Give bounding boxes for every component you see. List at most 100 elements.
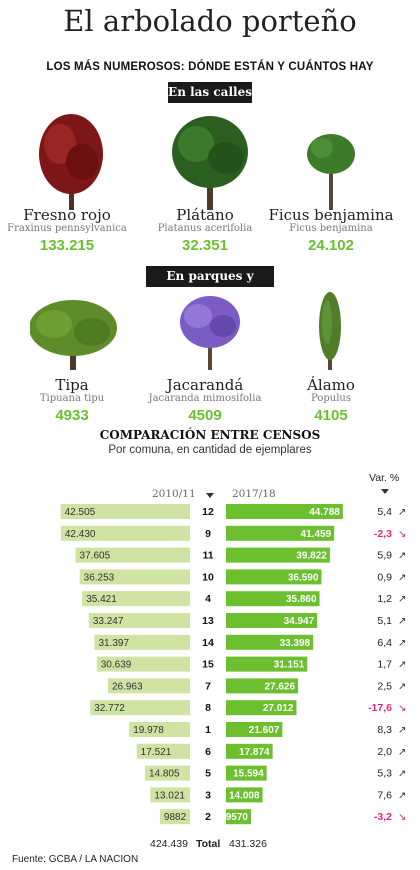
value-2017-comuna-1: 21.607: [249, 725, 280, 736]
up-arrow-icon: ↗: [398, 769, 406, 780]
down-arrow-icon: ↘: [398, 529, 406, 540]
street-tree-illustrations: [39, 114, 355, 210]
comuna-label-3: 3: [205, 789, 211, 801]
bar-2017-comuna-14: [226, 634, 314, 650]
bar-2017-comuna-7: [226, 678, 299, 694]
source-credit: Fuente: GCBA / LA NACION: [12, 854, 139, 865]
comuna-label-1: 1: [205, 724, 211, 736]
bar-2010-comuna-5: [144, 765, 190, 781]
bar-2010-comuna-8: [90, 700, 190, 716]
tree-name-6: Álamo: [307, 376, 355, 394]
value-2017-comuna-10: 36.590: [288, 572, 319, 583]
total-left: 424.439: [150, 838, 188, 850]
tree-scientific-5: Jacaranda mimosifolia: [148, 393, 262, 404]
value-2010-comuna-15: 30.639: [101, 660, 132, 671]
variation-comuna-6: 2,0: [377, 746, 392, 758]
variation-comuna-12: 5,4: [377, 506, 392, 518]
value-2010-comuna-6: 17.521: [141, 747, 172, 758]
variation-comuna-10: 0,9: [377, 571, 392, 583]
variation-comuna-11: 5,9: [377, 550, 392, 562]
bar-2017-comuna-12: [226, 504, 343, 519]
value-2017-comuna-12: 44.788: [309, 507, 340, 518]
tree-illustration-jacaranda: [180, 296, 240, 370]
value-2017-comuna-3: 14.008: [229, 790, 260, 801]
bar-2017-comuna-2: [226, 809, 251, 825]
bar-2010-comuna-13: [88, 613, 190, 628]
bar-2010-comuna-9: [60, 525, 190, 541]
value-2017-comuna-6: 17.874: [239, 747, 270, 758]
bar-2010-comuna-7: [107, 678, 190, 694]
bar-2017-comuna-3: [226, 787, 263, 803]
comuna-label-9: 9: [205, 528, 211, 540]
census-comparison-chart: 42.505 12 44.788 5,4 ↗42.430 9 41.459 -2,3 ↘37.6…: [60, 504, 406, 825]
bar-2010-comuna-15: [96, 656, 190, 672]
value-2010-comuna-8: 32.772: [94, 703, 125, 714]
tree-illustration-ficus: [307, 134, 355, 210]
variation-comuna-1: 8,3: [377, 724, 392, 736]
variation-comuna-8: -17,6: [368, 702, 392, 714]
variation-comuna-14: 6,4: [377, 637, 392, 649]
variation-comuna-5: 5,3: [377, 768, 392, 780]
bar-2017-comuna-11: [226, 547, 330, 563]
tree-name-5: Jacarandá: [166, 376, 244, 394]
value-2010-comuna-11: 37.605: [80, 551, 111, 562]
bar-2017-comuna-8: [226, 700, 297, 716]
tree-count-3: 24.102: [308, 237, 354, 254]
tree-name-3: Ficus benjamina: [268, 206, 394, 224]
bar-2010-comuna-4: [82, 591, 190, 607]
tree-scientific-6: Populus: [311, 393, 351, 404]
comuna-label-14: 14: [202, 637, 214, 649]
bar-2010-comuna-11: [75, 547, 190, 563]
bar-2017-comuna-15: [226, 656, 308, 672]
variation-comuna-4: 1,2: [377, 593, 392, 605]
comuna-label-13: 13: [202, 615, 214, 627]
bar-2010-comuna-3: [150, 787, 190, 803]
up-arrow-icon: ↗: [398, 551, 406, 562]
value-2010-comuna-12: 42.505: [65, 507, 96, 518]
comuna-label-15: 15: [202, 659, 214, 671]
value-2010-comuna-13: 33.247: [93, 616, 124, 627]
tree-count-1: 133.215: [39, 237, 95, 254]
bar-2017-comuna-4: [226, 591, 320, 607]
column-label-right: 2017/18: [232, 488, 276, 500]
page-subtitle: LOS MÁS NUMEROSOS: DÓNDE ESTÁN Y CUÁNTOS…: [46, 61, 374, 73]
value-2017-comuna-9: 41.459: [301, 529, 332, 540]
section-label-parks: En parques y plazas: [146, 266, 274, 304]
up-arrow-icon: ↗: [398, 594, 406, 605]
bar-2017-comuna-5: [226, 765, 267, 781]
up-arrow-icon: ↗: [398, 790, 406, 801]
total-right: 431.326: [229, 838, 267, 850]
total-label: Total: [196, 838, 221, 850]
column-label-variation: Var. %: [369, 472, 400, 484]
value-2017-comuna-5: 15.594: [233, 769, 264, 780]
tree-count-6: 4105: [314, 407, 348, 424]
comuna-label-12: 12: [202, 506, 214, 518]
value-2017-comuna-4: 35.860: [286, 594, 317, 605]
up-arrow-icon: ↗: [398, 572, 406, 583]
value-2010-comuna-9: 42.430: [65, 529, 96, 540]
comuna-label-7: 7: [205, 680, 211, 692]
bar-2010-comuna-2: [159, 809, 190, 825]
up-arrow-icon: ↗: [398, 660, 406, 671]
bar-2017-comuna-9: [226, 525, 335, 541]
bar-2010-comuna-12: [60, 504, 190, 519]
variation-comuna-2: -3,2: [374, 811, 392, 823]
comuna-label-4: 4: [205, 593, 211, 605]
bar-2017-comuna-6: [226, 743, 273, 759]
page-title: El arbolado porteño: [63, 4, 357, 38]
tree-name-1: Fresno rojo: [23, 206, 111, 224]
down-arrow-icon: ↘: [398, 703, 406, 714]
value-2010-comuna-10: 36.253: [84, 572, 115, 583]
value-2017-comuna-7: 27.626: [264, 681, 295, 692]
bar-2017-comuna-13: [226, 613, 318, 628]
variation-comuna-15: 1,7: [377, 659, 392, 671]
tree-count-2: 32.351: [182, 237, 228, 254]
variation-comuna-13: 5,1: [377, 615, 392, 627]
variation-comuna-7: 2,5: [377, 680, 392, 692]
value-2010-comuna-5: 14.805: [149, 769, 180, 780]
tree-illustration-platano: [172, 116, 248, 210]
value-2017-comuna-2: 9570: [226, 812, 249, 823]
bar-2017-comuna-10: [226, 569, 322, 585]
tree-scientific-3: Ficus benjamina: [289, 223, 373, 234]
tree-name-4: Tipa: [55, 376, 89, 394]
